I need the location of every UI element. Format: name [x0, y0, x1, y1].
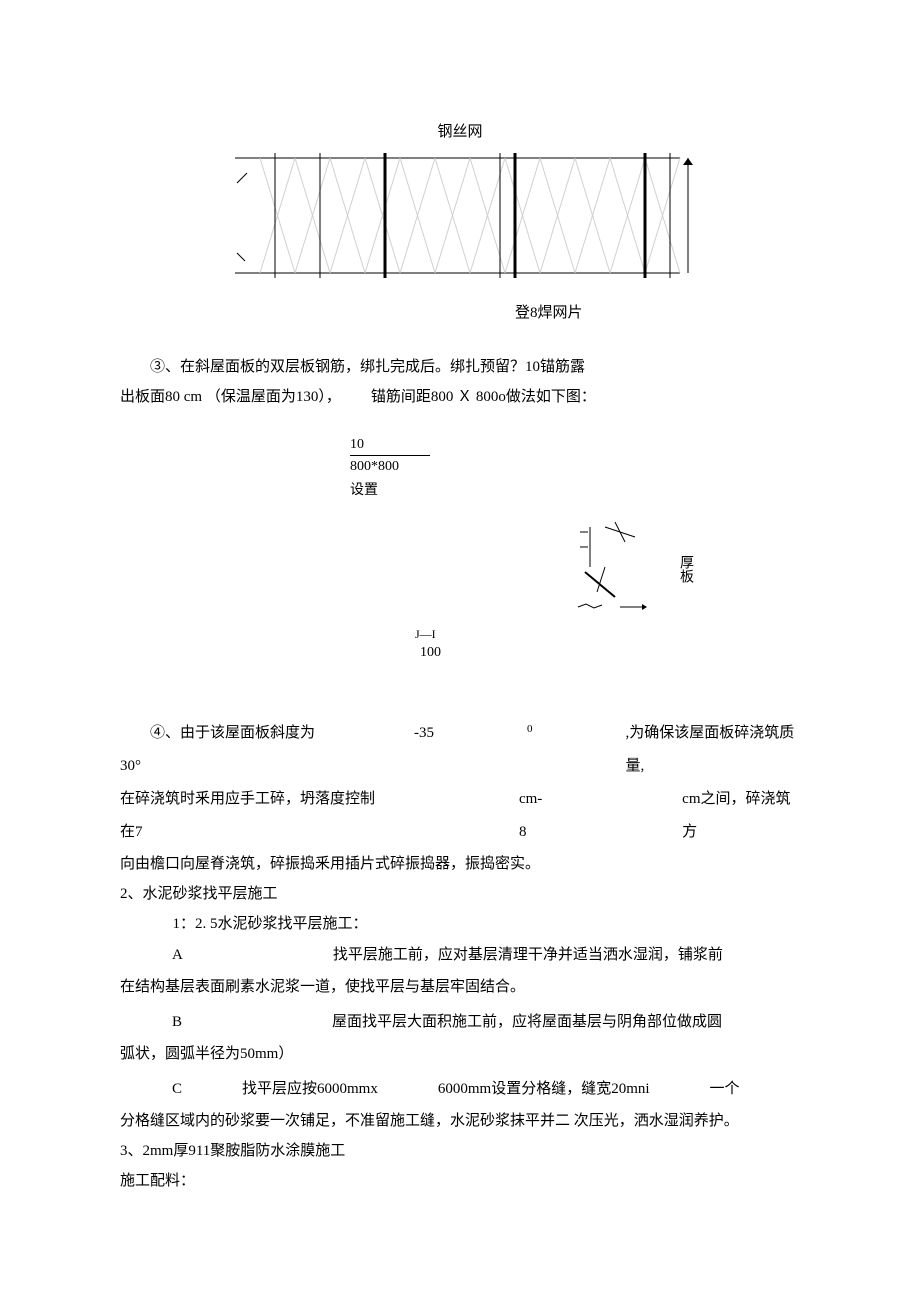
item-b-text-1: 屋面找平层大面积施工前，应将屋面基层与阴角部位做成圆: [332, 1006, 722, 1039]
d2-sketch-svg: [560, 512, 680, 622]
sec-3-sub: 施工配料：: [120, 1166, 800, 1196]
para-4-line-1: ④、由于该屋面板斜度为30° -35 0 ,为确保该屋面板碎浇筑质量,: [120, 717, 800, 783]
diagram-2: 10 800*800 设置 厚板 J—I 100: [120, 437, 800, 677]
item-c-a: 找平层应按6000mmx: [242, 1073, 378, 1106]
p4-l1-a: ④、由于该屋面板斜度为30°: [120, 717, 321, 783]
para-4: ④、由于该屋面板斜度为30° -35 0 ,为确保该屋面板碎浇筑质量, 在碎浇筑…: [120, 717, 800, 879]
p4-l1-d: ,为确保该屋面板碎浇筑质量,: [626, 717, 800, 783]
sec-2-title: 2、水泥砂浆找平层施工: [120, 879, 800, 909]
d2-label-10: 10: [350, 437, 430, 456]
para-4-line-3: 向由檐口向屋脊浇筑，碎振捣釆用插片式碎振捣器，振捣密实。: [120, 849, 800, 879]
p4-l2-b: cm-8: [519, 783, 548, 849]
para-3-line-2-left: 出板面80 cm （保温屋面为130），: [120, 382, 341, 412]
diagram-1: 登8焊网片: [225, 153, 695, 322]
diagram-1-title: 钢丝网: [120, 120, 800, 141]
wire-mesh-svg: [225, 153, 695, 288]
item-c-line-2: 分格缝区域内的砂浆要一次铺足，不准留施工缝，水泥砂浆抹平并二 次压光，洒水湿润养…: [120, 1106, 800, 1136]
p4-l2-c: cm之间，碎浇筑方: [682, 783, 800, 849]
item-b-line-1: B 屋面找平层大面积施工前，应将屋面基层与阴角部位做成圆: [120, 1006, 800, 1039]
item-c-b: 6000mm设置分格缝，缝宽20mni: [438, 1073, 650, 1106]
item-c-c: 一个: [710, 1073, 740, 1106]
item-c-line-1: C 找平层应按6000mmx 6000mm设置分格缝，缝宽20mni 一个: [120, 1073, 800, 1106]
item-a-line-2: 在结构基层表面刷素水泥浆一道，使找平层与基层牢固结合。: [120, 972, 800, 1002]
item-a-line-1: A 找平层施工前，应对基层清理干净并适当洒水湿润，铺浆前: [120, 939, 800, 972]
d2-label-j1: J—I: [415, 627, 436, 642]
item-c-letter: C: [172, 1073, 182, 1106]
p4-l2-a: 在碎浇筑时釆用应手工碎，坍落度控制在7: [120, 783, 385, 849]
d2-label-800: 800*800: [350, 459, 399, 475]
item-a-letter: A: [172, 939, 183, 972]
p4-l1-b: -35: [414, 717, 434, 783]
sec-3-title: 3、2mm厚911聚胺脂防水涂膜施工: [120, 1136, 800, 1166]
para-3-line-1: ③、在斜屋面板的双层板钢筋，绑扎完成后。绑扎预留？10锚筋露: [120, 352, 800, 382]
sec-2-sub: 1：2. 5水泥砂浆找平层施工：: [120, 909, 800, 939]
item-a-text-1: 找平层施工前，应对基层清理干净并适当洒水湿润，铺浆前: [333, 939, 723, 972]
item-b-letter: B: [172, 1006, 182, 1039]
para-3-line-2: 出板面80 cm （保温屋面为130）， 锚筋间距800 Ｘ 800o做法如下图…: [120, 382, 800, 412]
d2-label-100: 100: [420, 645, 441, 661]
para-4-line-2: 在碎浇筑时釆用应手工碎，坍落度控制在7 cm-8 cm之间，碎浇筑方: [120, 783, 800, 849]
diagram-1-caption: 登8焊网片: [515, 301, 695, 322]
para-3-line-2-right: 锚筋间距800 Ｘ 800o做法如下图：: [341, 382, 800, 412]
d2-label-set: 设置: [350, 479, 378, 499]
item-b-line-2: 弧状，圆弧半径为50mm）: [120, 1039, 800, 1069]
